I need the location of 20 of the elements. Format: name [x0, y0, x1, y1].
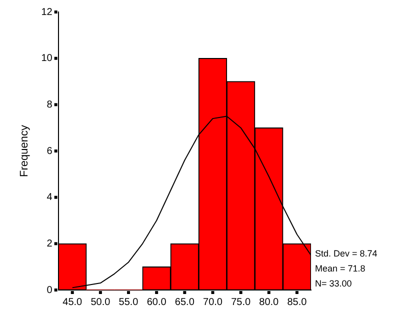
y-tick-label: 0 — [46, 284, 53, 296]
x-tick-label: 65.0 — [174, 296, 195, 308]
y-tick-label: 10 — [41, 53, 53, 64]
x-tick-label: 45.0 — [62, 296, 83, 308]
text: Mean = 71.8 — [315, 263, 366, 274]
x-tick-label: 70.0 — [203, 296, 223, 308]
x-tick-label: 85.0 — [287, 296, 308, 308]
text: Std. Dev = 8.74 — [315, 248, 378, 258]
y-tick-label: 4 — [46, 192, 53, 204]
y-tick-label: 6 — [46, 146, 53, 157]
x-tick-label: 80.0 — [259, 296, 280, 308]
x-tick-label: 75.0 — [231, 296, 251, 308]
y-axis-title: Frequency — [18, 124, 31, 177]
x-tick-label: 55.0 — [118, 296, 139, 308]
y-tick-label: 8 — [46, 99, 53, 110]
y-tick-label: 12 — [41, 6, 53, 18]
x-tick-label: 60.0 — [146, 296, 167, 308]
y-tick-label: 2 — [46, 238, 53, 250]
x-tick-label: 50.0 — [90, 296, 111, 308]
text: N= 33.00 — [315, 278, 352, 288]
